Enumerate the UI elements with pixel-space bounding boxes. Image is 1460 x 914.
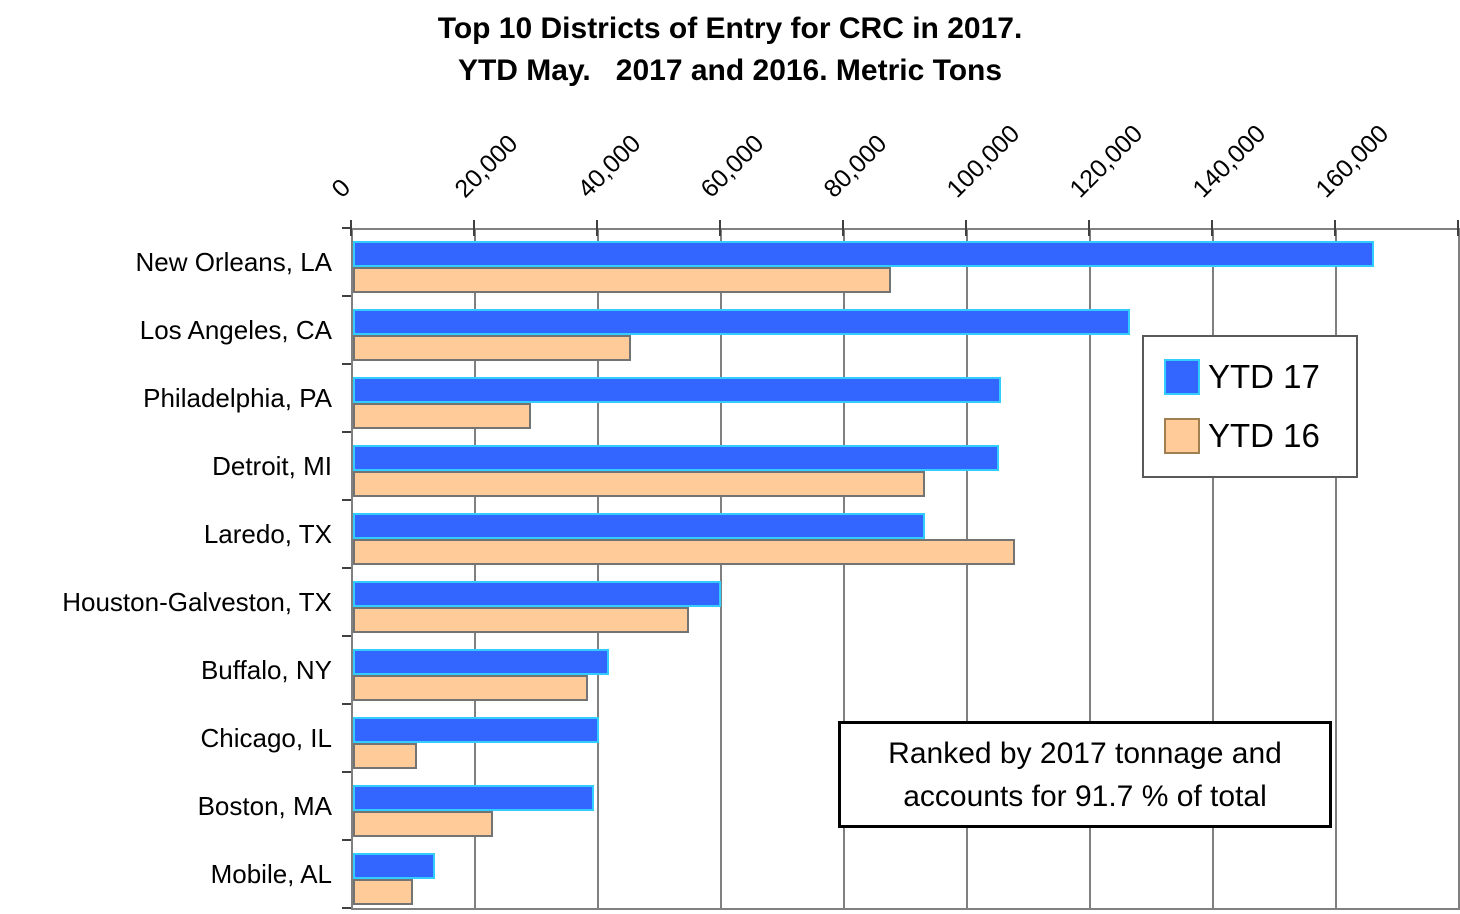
plot-area bbox=[351, 228, 1460, 910]
x-tick-mark bbox=[719, 220, 721, 236]
bar-ytd16-row1 bbox=[353, 335, 631, 361]
category-label: Houston-Galveston, TX bbox=[62, 586, 332, 617]
x-tick-mark bbox=[842, 220, 844, 236]
category-label: Philadelphia, PA bbox=[143, 382, 332, 413]
x-tick-label-text: 60,000 bbox=[695, 129, 770, 204]
x-tick-label-text: 0 bbox=[326, 173, 357, 204]
y-tick-mark bbox=[342, 635, 351, 637]
x-tick-label-text: 160,000 bbox=[1310, 119, 1395, 204]
bar-ytd17-row0 bbox=[353, 241, 1374, 267]
x-tick-mark bbox=[965, 220, 967, 236]
x-tick-label-text: 20,000 bbox=[449, 129, 524, 204]
x-tick-mark bbox=[473, 220, 475, 236]
legend-swatch-ytd17 bbox=[1164, 358, 1200, 395]
category-label: Chicago, IL bbox=[200, 722, 332, 753]
gridline bbox=[1089, 230, 1091, 908]
bar-ytd16-row7 bbox=[353, 743, 417, 769]
legend-label-ytd16: YTD 16 bbox=[1208, 417, 1320, 455]
gridline bbox=[966, 230, 968, 908]
category-label: New Orleans, LA bbox=[135, 246, 332, 277]
y-tick-mark bbox=[342, 567, 351, 569]
x-tick-label-text: 40,000 bbox=[572, 129, 647, 204]
bar-ytd16-row3 bbox=[353, 471, 925, 497]
annotation-line2: accounts for 91.7 % of total bbox=[903, 779, 1267, 813]
y-tick-mark bbox=[342, 227, 351, 229]
chart-title: Top 10 Districts of Entry for CRC in 201… bbox=[0, 8, 1460, 92]
legend-swatch-ytd16 bbox=[1164, 418, 1200, 455]
bar-ytd16-row9 bbox=[353, 879, 413, 905]
annotation-box: Ranked by 2017 tonnage and accounts for … bbox=[838, 721, 1332, 828]
bar-ytd17-row8 bbox=[353, 785, 594, 811]
category-label: Boston, MA bbox=[197, 790, 332, 821]
gridline bbox=[1335, 230, 1337, 908]
bar-ytd17-row3 bbox=[353, 445, 999, 471]
bar-ytd16-row6 bbox=[353, 675, 588, 701]
bar-ytd16-row8 bbox=[353, 811, 493, 837]
bar-ytd16-row2 bbox=[353, 403, 531, 429]
legend-label-ytd17: YTD 17 bbox=[1208, 357, 1320, 395]
x-tick-label-text: 140,000 bbox=[1187, 119, 1272, 204]
bar-ytd17-row5 bbox=[353, 581, 721, 607]
y-tick-mark bbox=[342, 907, 351, 909]
x-tick-mark bbox=[1334, 220, 1336, 236]
category-label: Los Angeles, CA bbox=[139, 314, 332, 345]
y-tick-mark bbox=[342, 771, 351, 773]
category-label: Buffalo, NY bbox=[200, 654, 332, 685]
x-tick-mark bbox=[596, 220, 598, 236]
x-tick-label-text: 100,000 bbox=[941, 119, 1026, 204]
bar-ytd17-row1 bbox=[353, 309, 1130, 335]
x-tick-label-text: 120,000 bbox=[1064, 119, 1149, 204]
gridline bbox=[474, 230, 476, 908]
legend-item-ytd17: YTD 17 bbox=[1164, 358, 1356, 396]
y-tick-mark bbox=[342, 703, 351, 705]
x-tick-mark bbox=[1457, 220, 1459, 236]
category-label: Detroit, MI bbox=[212, 450, 332, 481]
legend: YTD 17 YTD 16 bbox=[1142, 335, 1358, 478]
gridline bbox=[720, 230, 722, 908]
bar-ytd17-row6 bbox=[353, 649, 609, 675]
bar-ytd16-row0 bbox=[353, 267, 891, 293]
x-tick-mark bbox=[1211, 220, 1213, 236]
y-tick-mark bbox=[342, 431, 351, 433]
y-tick-mark bbox=[342, 499, 351, 501]
x-tick-label-text: 80,000 bbox=[818, 129, 893, 204]
gridline bbox=[597, 230, 599, 908]
gridline bbox=[843, 230, 845, 908]
category-label: Mobile, AL bbox=[210, 858, 332, 889]
legend-item-ytd16: YTD 16 bbox=[1164, 417, 1356, 455]
x-tick-mark bbox=[350, 220, 352, 236]
y-tick-mark bbox=[342, 363, 351, 365]
bar-ytd17-row2 bbox=[353, 377, 1001, 403]
bar-ytd17-row4 bbox=[353, 513, 925, 539]
bar-ytd17-row9 bbox=[353, 853, 435, 879]
x-tick-mark bbox=[1088, 220, 1090, 236]
annotation-line1: Ranked by 2017 tonnage and bbox=[888, 736, 1282, 770]
gridline bbox=[1458, 230, 1460, 908]
bar-ytd16-row5 bbox=[353, 607, 689, 633]
y-tick-mark bbox=[342, 295, 351, 297]
category-label: Laredo, TX bbox=[203, 518, 332, 549]
bar-ytd17-row7 bbox=[353, 717, 599, 743]
gridline bbox=[1212, 230, 1214, 908]
chart-title-line2: YTD May. 2017 and 2016. Metric Tons bbox=[457, 54, 1003, 87]
y-tick-mark bbox=[342, 839, 351, 841]
chart-title-line1: Top 10 Districts of Entry for CRC in 201… bbox=[437, 12, 1023, 45]
bar-ytd16-row4 bbox=[353, 539, 1015, 565]
